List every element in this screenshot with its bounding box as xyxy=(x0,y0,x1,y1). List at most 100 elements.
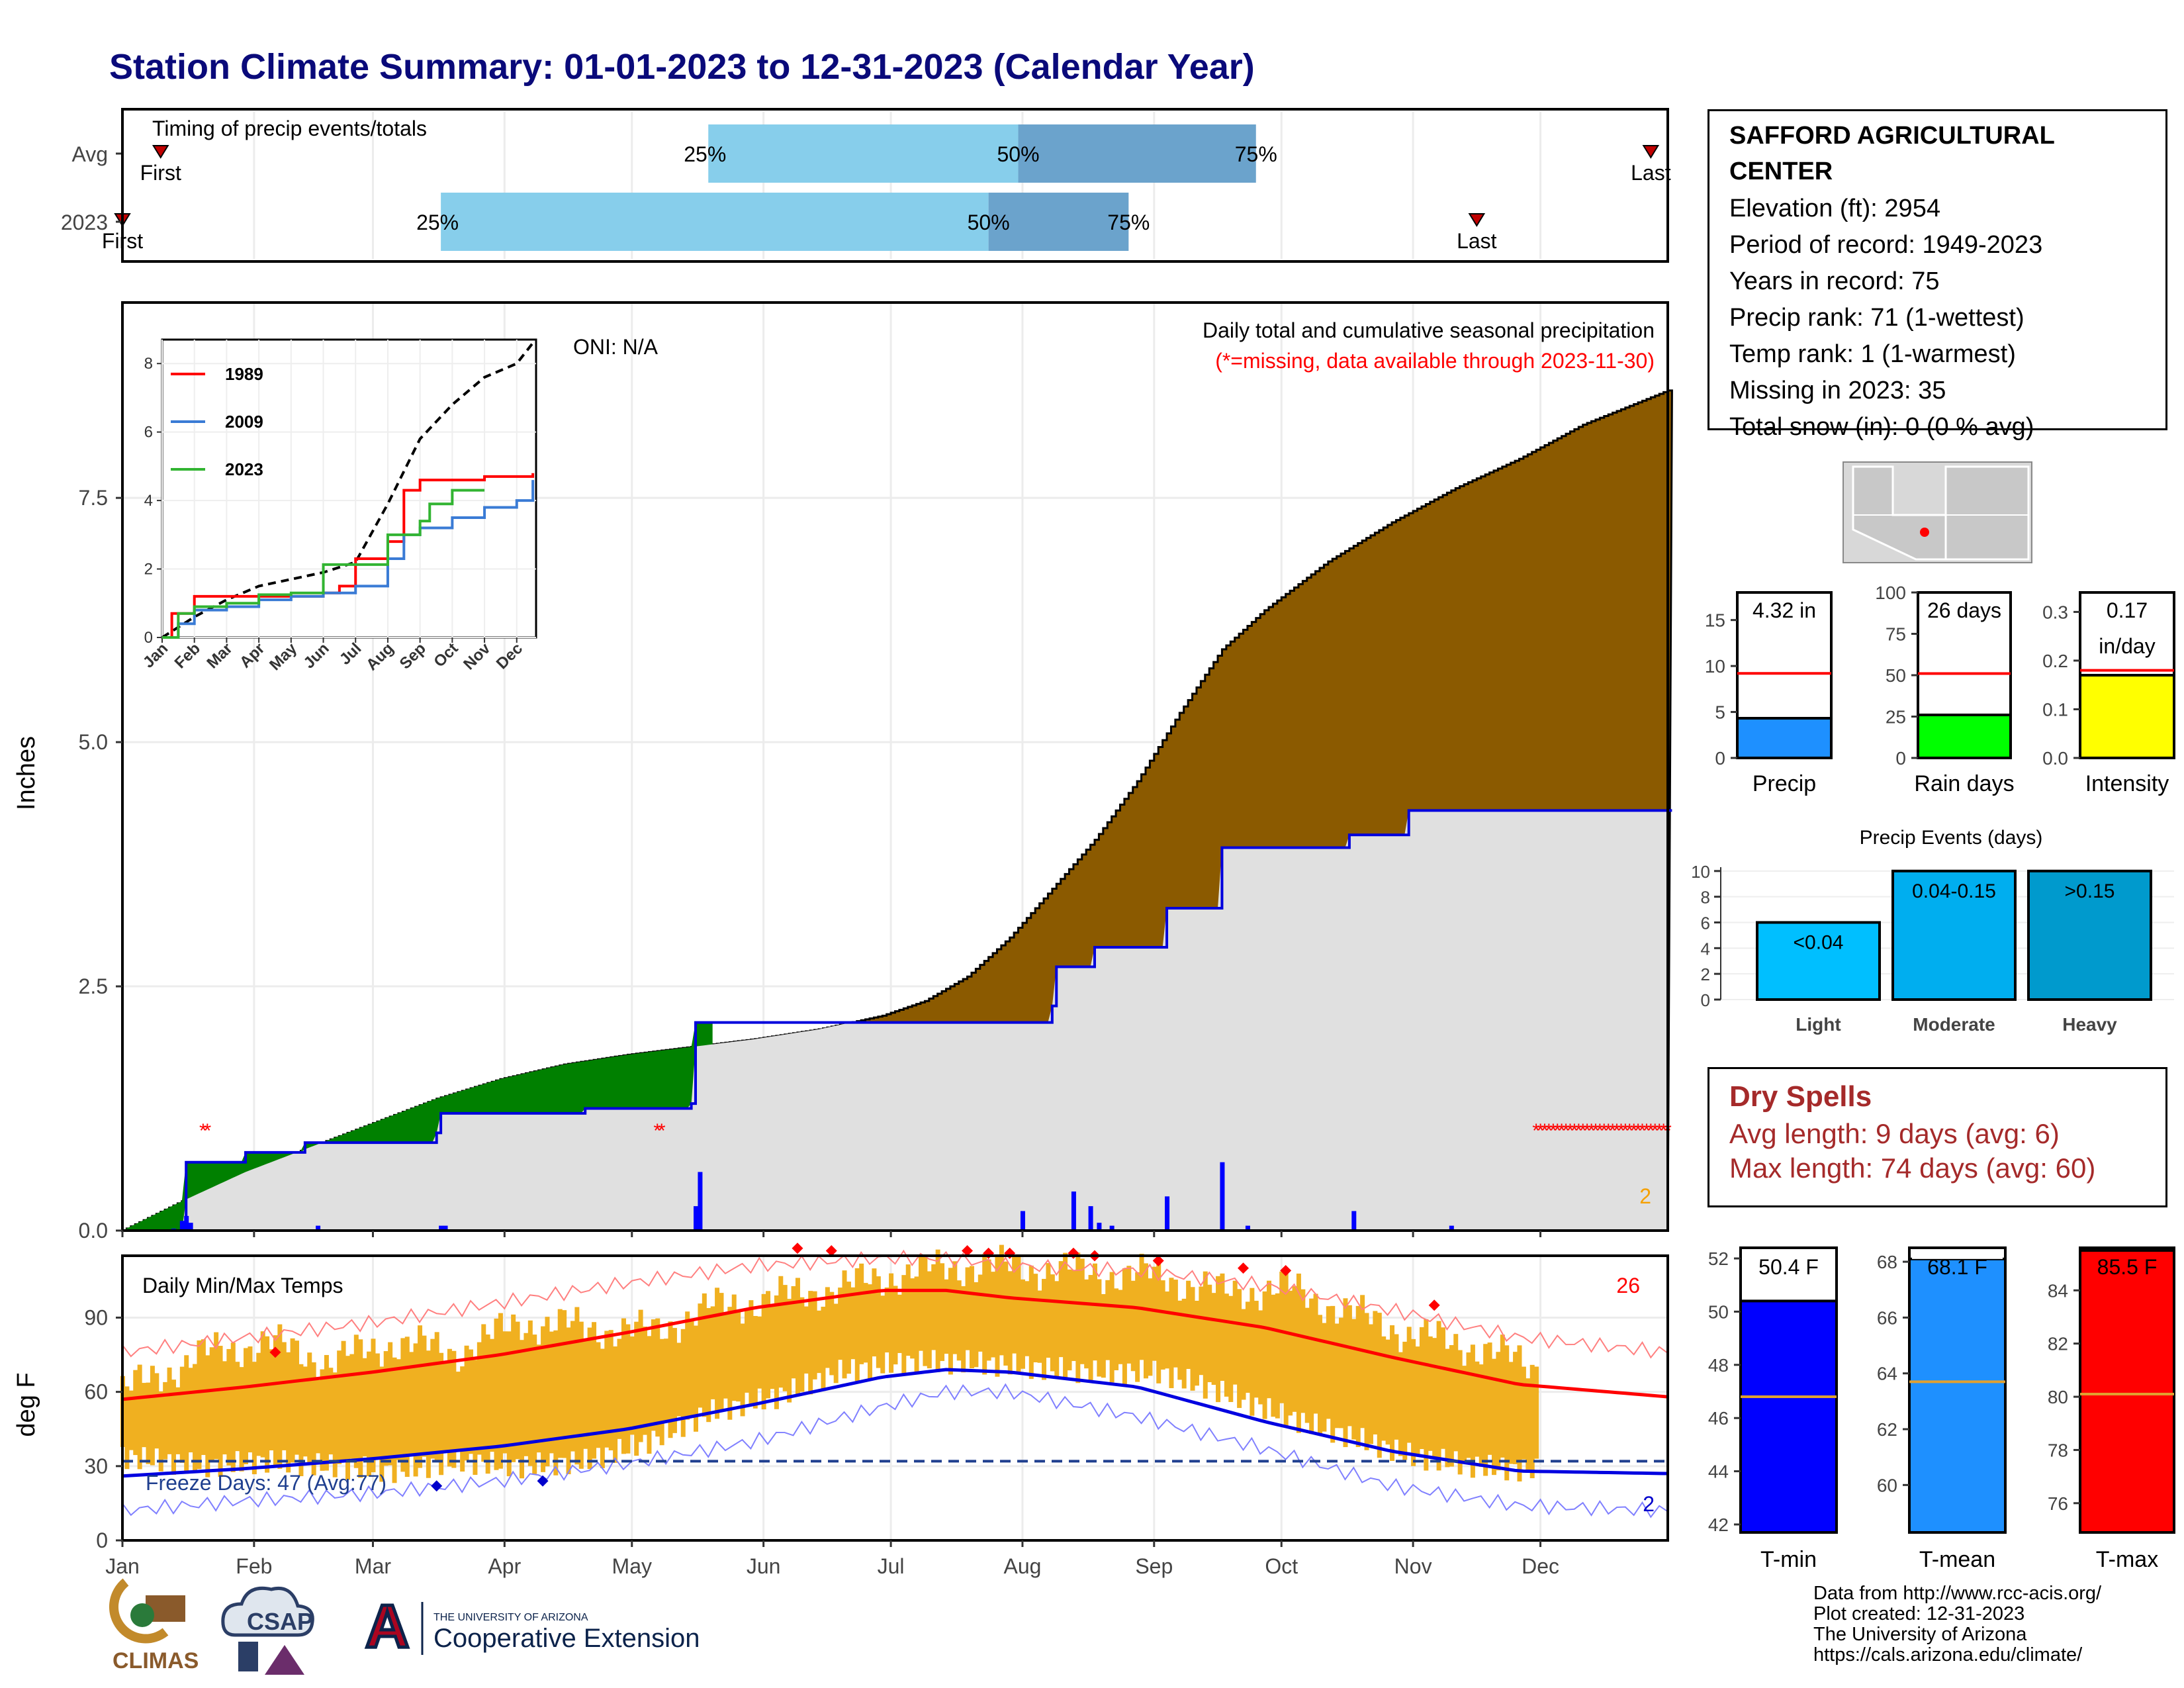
daily-temp-bar xyxy=(752,1315,758,1409)
daily-temp-bar xyxy=(290,1338,295,1463)
daily-temp-bar xyxy=(251,1362,257,1475)
temp-summary-ytick-label: 84 xyxy=(2048,1280,2068,1301)
temp-summary-bar-t-min xyxy=(1739,1299,1838,1534)
temp-summary-label-bg xyxy=(1743,1250,1834,1294)
record-marker xyxy=(962,1245,974,1257)
daily-temp-bar xyxy=(1028,1265,1034,1380)
events-ytick-label: 4 xyxy=(1701,939,1710,959)
daily-temp-bar xyxy=(392,1357,397,1483)
daily-temp-bar xyxy=(490,1338,495,1452)
daily-temp-bar xyxy=(1466,1352,1471,1458)
daily-temp-bar xyxy=(1529,1364,1535,1479)
summary-panel-name: Precip xyxy=(1752,771,1816,796)
summary-ytick-label: 75 xyxy=(1886,624,1906,645)
missing-day-marker: * xyxy=(1583,1120,1591,1142)
daily-temp-bar xyxy=(1075,1252,1081,1383)
station-period: Period of record: 1949-2023 xyxy=(1729,231,2043,259)
daily-temp-bar xyxy=(1296,1273,1301,1433)
daily-temp-bar xyxy=(1368,1324,1373,1444)
daily-temp-bar xyxy=(884,1287,889,1353)
missing-day-marker: * xyxy=(1545,1120,1553,1142)
daily-temp-bar xyxy=(587,1327,592,1470)
daily-temp-bar xyxy=(694,1325,699,1432)
daily-temp-bar xyxy=(927,1271,932,1369)
hot-days-count: 26 xyxy=(1616,1274,1640,1297)
temp-ytick-label: 90 xyxy=(84,1305,108,1329)
timing-title: Timing of precip events/totals xyxy=(152,117,427,140)
precip-chart-subtitle: (*=missing, data available through 2023-… xyxy=(1215,349,1655,373)
missing-day-marker: * xyxy=(1532,1120,1540,1142)
daily-temp-bar xyxy=(1092,1263,1097,1361)
daily-temp-bar xyxy=(1432,1338,1437,1458)
daily-temp-bar xyxy=(1355,1305,1361,1448)
daily-temp-bar xyxy=(443,1363,448,1452)
daily-temp-bar xyxy=(133,1370,138,1456)
record-marker xyxy=(1238,1262,1250,1274)
daily-temp-bar xyxy=(778,1276,784,1388)
daily-temp-bar xyxy=(1173,1280,1178,1368)
daily-temp-bar xyxy=(426,1350,431,1478)
daily-temp-bar xyxy=(142,1383,147,1448)
daily-temp-bar xyxy=(557,1309,563,1458)
daily-temp-bar xyxy=(1445,1348,1450,1468)
timing-bar-q25-q50 xyxy=(441,193,989,251)
daily-temp-bar xyxy=(647,1336,652,1454)
daily-temp-bar xyxy=(664,1338,669,1422)
daily-temp-bar xyxy=(1126,1266,1132,1364)
daily-temp-bar xyxy=(1441,1327,1446,1449)
daily-temp-bar xyxy=(1058,1261,1064,1358)
timing-label-50: 50% xyxy=(968,211,1010,234)
daily-temp-bar xyxy=(719,1293,724,1411)
daily-precip-bar xyxy=(439,1225,444,1231)
temp-summary-ytick-label: 44 xyxy=(1708,1462,1729,1482)
daily-temp-bar xyxy=(281,1342,287,1450)
missing-day-marker: * xyxy=(1660,1120,1668,1142)
daily-temp-bar xyxy=(1402,1341,1408,1460)
daily-temps-chart: Freeze Days: 47 (Avg:77) Daily Min/Max Te… xyxy=(13,1243,1669,1578)
summary-ytick-label: 50 xyxy=(1886,665,1906,686)
record-marker xyxy=(1428,1299,1440,1311)
daily-temp-bar xyxy=(1428,1336,1433,1451)
summary-panel-name: Intensity xyxy=(2085,771,2169,796)
inset-series-line xyxy=(162,473,535,639)
station-location-map xyxy=(1843,461,2032,563)
daily-temp-bar xyxy=(952,1261,958,1354)
daily-temp-bar xyxy=(863,1283,868,1363)
daily-temp-bar xyxy=(1373,1311,1378,1434)
climas-wordmark: CLIMAS xyxy=(113,1648,199,1673)
temp-frame xyxy=(121,1254,1669,1542)
daily-precip-bar xyxy=(184,1215,189,1231)
daily-temp-bar xyxy=(367,1351,372,1477)
daily-temp-bar xyxy=(527,1320,533,1466)
precip-ylabel: Inches xyxy=(13,736,40,810)
daily-temp-bar xyxy=(757,1316,762,1389)
ua-logo: A THE UNIVERSITY OF ARIZONA Cooperative … xyxy=(364,1591,700,1662)
temp-summary-bar-t-mean xyxy=(1908,1257,2007,1534)
dry-spells-title: Dry Spells xyxy=(1729,1080,1872,1113)
daily-temp-bar xyxy=(1487,1342,1492,1455)
daily-temp-bar xyxy=(1114,1288,1119,1371)
daily-temp-bar xyxy=(850,1287,856,1360)
inset-legend-label: 2009 xyxy=(225,412,263,432)
summary-ytick-label: 10 xyxy=(1705,656,1725,677)
inset-ytick-label: 2 xyxy=(144,561,153,579)
temp-month-label: Feb xyxy=(236,1554,272,1578)
daily-temp-bar xyxy=(1398,1352,1403,1456)
daily-temp-bar xyxy=(1232,1280,1238,1385)
temp-month-label: Nov xyxy=(1394,1554,1432,1578)
timing-first-label: First xyxy=(140,161,181,185)
daily-temp-bar xyxy=(770,1305,775,1389)
station-info-box: SAFFORD AGRICULTURAL CENTER Elevation (f… xyxy=(1707,109,2167,441)
daily-temp-bar xyxy=(201,1339,206,1455)
temp-summary-ytick-label: 50 xyxy=(1708,1301,1729,1322)
daily-temp-bar xyxy=(854,1268,860,1382)
observed-cumulative-area xyxy=(122,810,1668,1231)
daily-temp-bar xyxy=(506,1331,512,1477)
dry-spells-max: Max length: 74 days (avg: 60) xyxy=(1729,1152,2096,1184)
observed-cumulative-line xyxy=(122,809,1672,1232)
temp-month-label: Aug xyxy=(1003,1554,1041,1578)
daily-temp-bar xyxy=(859,1263,864,1364)
temps-chart-title: Daily Min/Max Temps xyxy=(142,1274,343,1297)
daily-precip-bar xyxy=(1449,1225,1454,1231)
daily-temp-bar xyxy=(1224,1293,1229,1397)
